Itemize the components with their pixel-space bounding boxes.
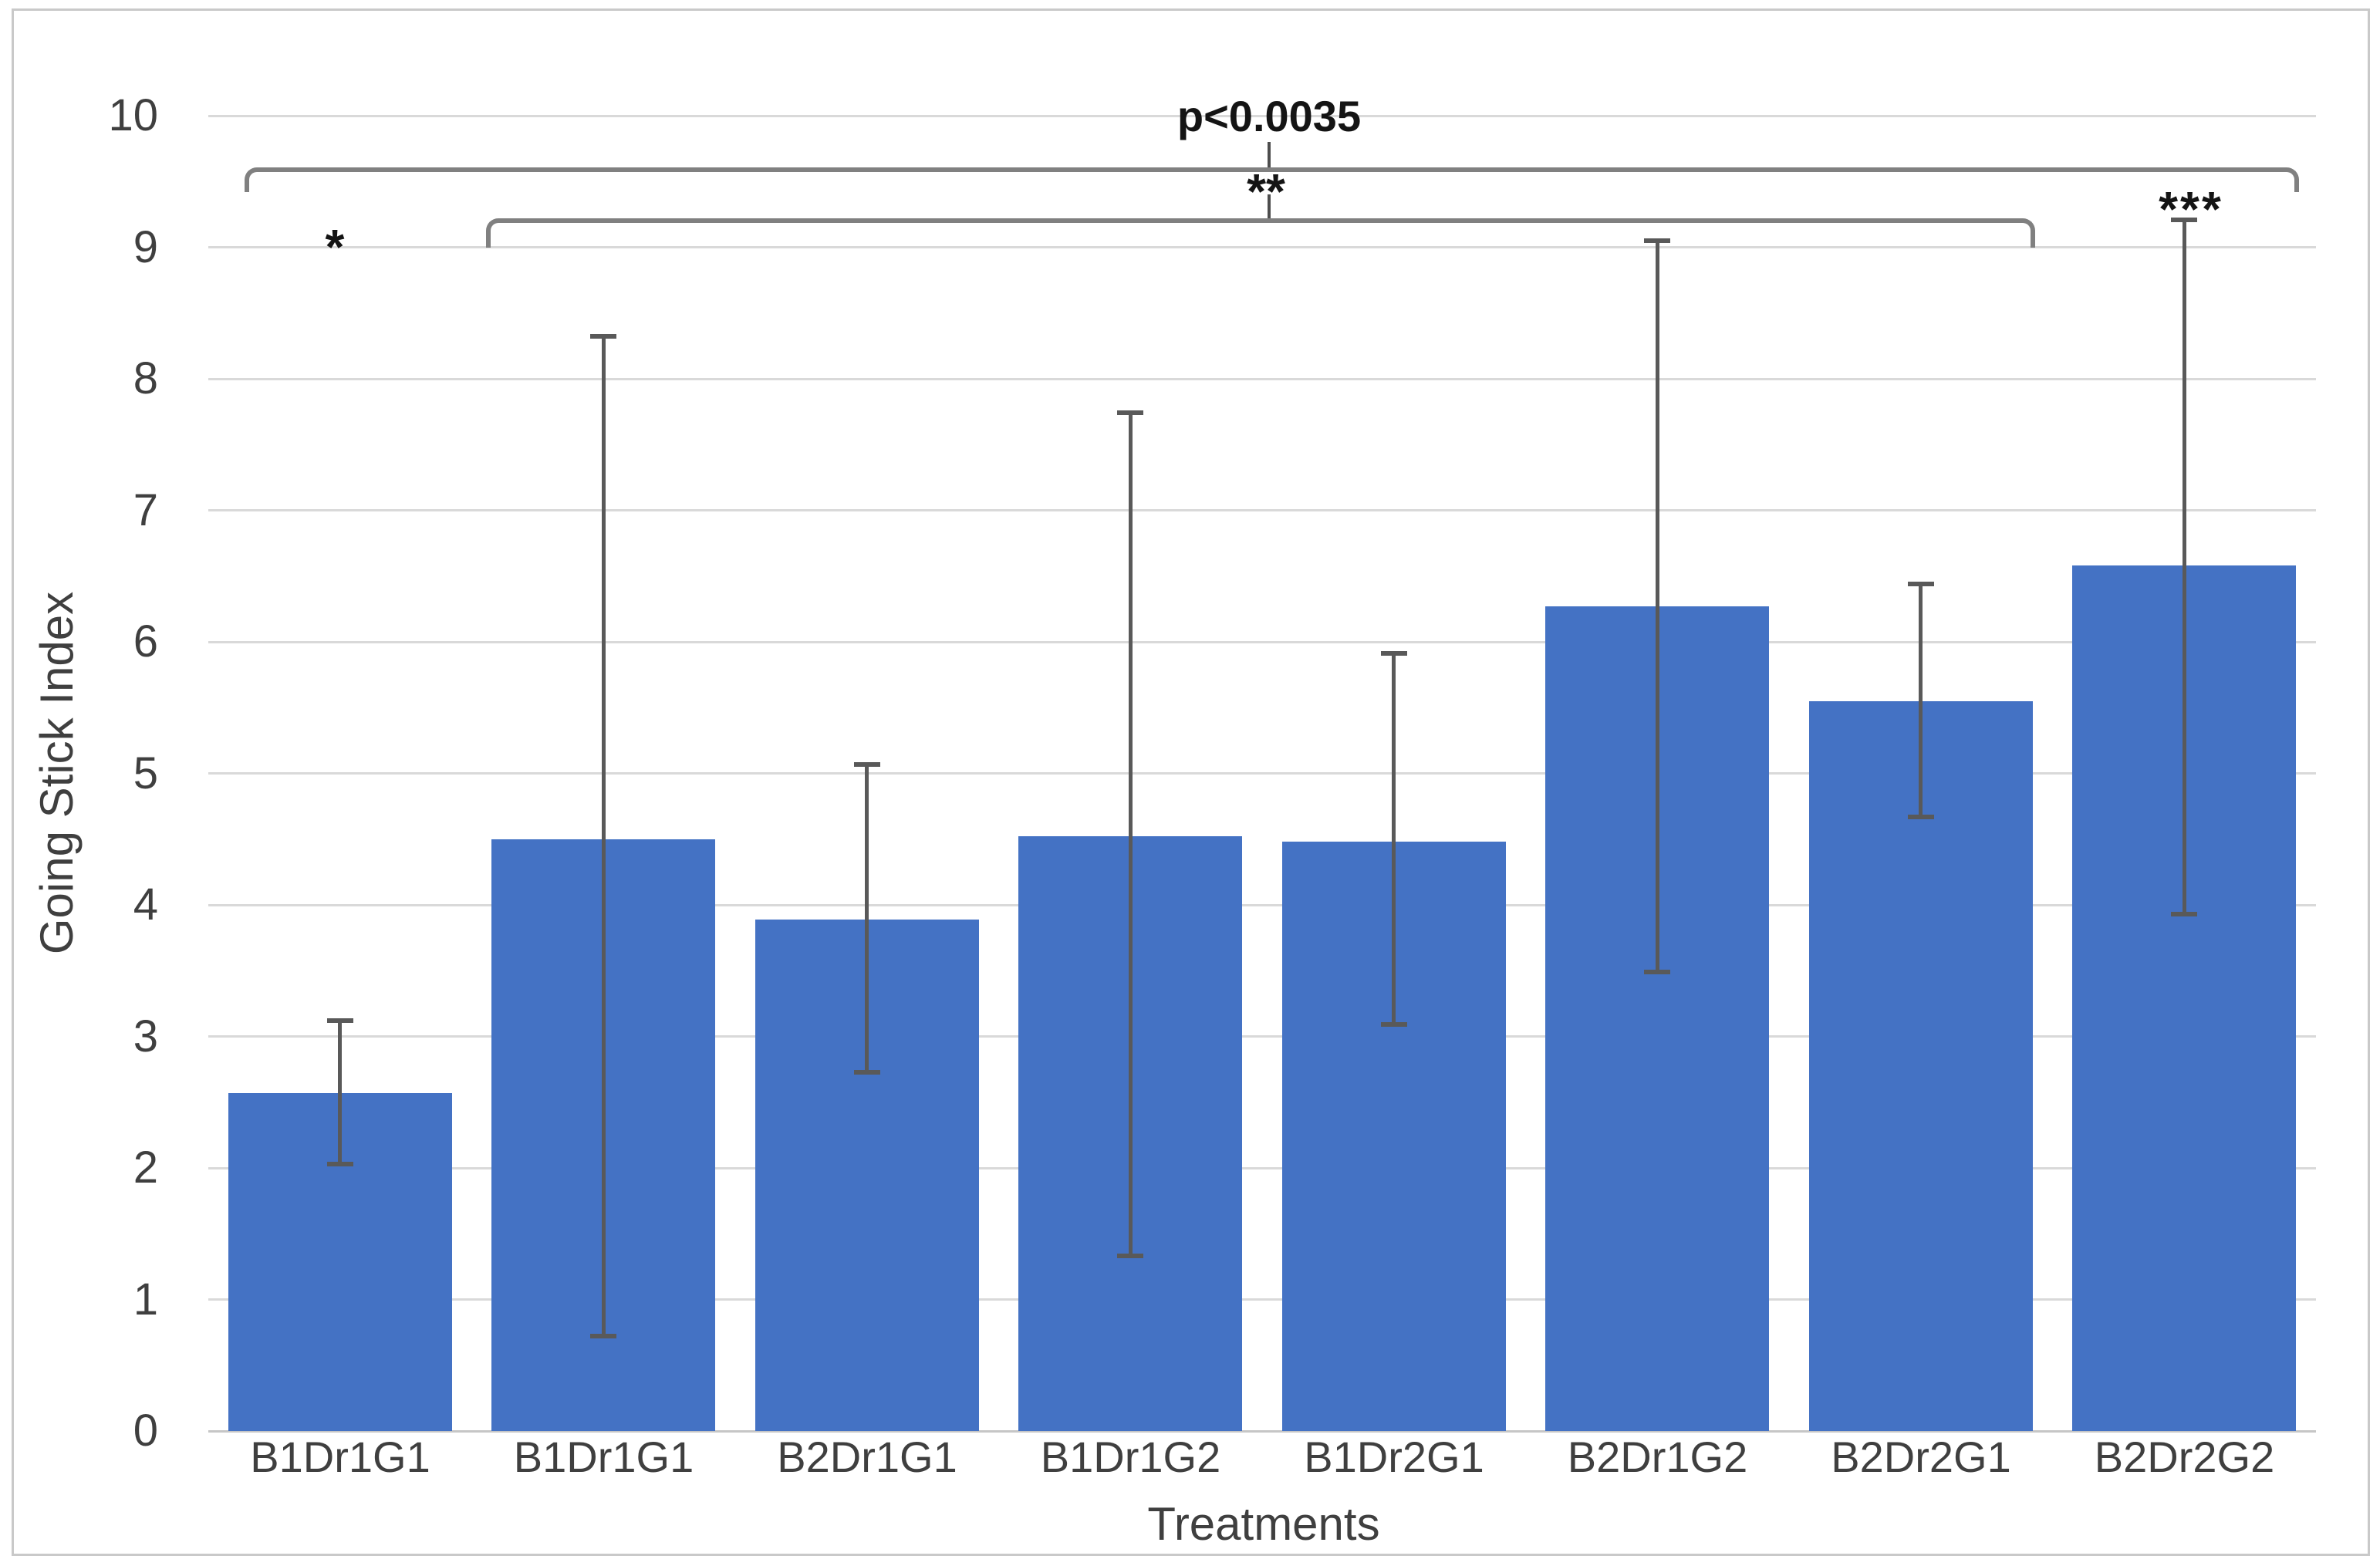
gridline <box>208 1035 2316 1038</box>
error-bar-cap-bottom <box>853 1069 880 1075</box>
x-category-label: B2Dr2G2 <box>2094 1433 2275 1481</box>
y-tick-label: 2 <box>133 1142 158 1193</box>
significance-bracket-outer <box>245 167 2299 192</box>
significance-star-bar1: * <box>325 219 345 275</box>
gridline <box>208 1166 2316 1169</box>
gridline <box>208 377 2316 380</box>
y-tick-label: 3 <box>133 1011 158 1061</box>
p-value-connector-line <box>1268 142 1271 167</box>
x-category-label: B1Dr1G1 <box>513 1433 694 1481</box>
error-bar <box>1128 413 1133 1257</box>
error-bar-cap-top <box>2171 217 2198 222</box>
significance-stars-bar8: *** <box>2159 181 2223 237</box>
y-tick-label: 1 <box>133 1274 158 1325</box>
y-tick-label: 6 <box>133 616 158 667</box>
y-tick-label: 9 <box>133 221 158 272</box>
significance-bracket-inner <box>486 218 2035 248</box>
chart-border-frame <box>12 8 2370 1556</box>
x-axis-title: Treatments <box>1147 1498 1380 1550</box>
error-bar-cap-top <box>853 761 880 767</box>
error-bar <box>2182 219 2186 914</box>
gridline <box>208 114 2316 117</box>
x-category-label: B2Dr1G2 <box>1567 1433 1748 1481</box>
error-bar-cap-top <box>1117 410 1144 416</box>
error-bar-cap-top <box>590 334 617 339</box>
bar <box>1808 700 2033 1431</box>
error-bar-cap-top <box>326 1018 353 1024</box>
error-bar <box>865 764 869 1072</box>
y-tick-label: 7 <box>133 484 158 535</box>
error-bar-cap-bottom <box>326 1161 353 1166</box>
x-category-label: B1Dr1G2 <box>1040 1433 1221 1481</box>
x-category-label: B1Dr2G1 <box>1304 1433 1484 1481</box>
p-value-annotation: p<0.0035 <box>1176 92 1362 140</box>
error-bar-cap-bottom <box>1117 1254 1144 1259</box>
y-tick-label: 5 <box>133 748 158 798</box>
error-bar <box>1655 240 1659 972</box>
gridline <box>208 246 2316 248</box>
error-bar-cap-bottom <box>2171 911 2198 916</box>
error-bar-cap-bottom <box>1907 814 1934 819</box>
x-category-label: B1Dr1G1 <box>250 1433 430 1481</box>
error-bar <box>338 1021 343 1164</box>
gridline <box>208 772 2316 775</box>
gridline <box>208 640 2316 643</box>
gridline <box>208 903 2316 906</box>
significance-stars-inner-bracket: ** <box>1247 164 1285 219</box>
error-bar-cap-bottom <box>1380 1022 1407 1028</box>
axis-baseline <box>208 1429 2316 1433</box>
error-bar-cap-top <box>1907 581 1934 586</box>
error-bar-cap-bottom <box>1644 969 1671 974</box>
y-tick-label: 10 <box>108 90 158 140</box>
error-bar-cap-bottom <box>590 1334 617 1339</box>
y-tick-label: 4 <box>133 879 158 930</box>
y-axis-title: Going Stick Index <box>31 591 83 955</box>
gridline <box>208 1298 2316 1301</box>
gridline <box>208 509 2316 511</box>
error-bar-cap-top <box>1380 651 1407 656</box>
y-tick-label: 0 <box>133 1406 158 1456</box>
error-bar <box>1919 583 1923 817</box>
error-bar <box>1392 653 1396 1025</box>
x-category-label: B2Dr1G1 <box>777 1433 957 1481</box>
inner-bracket-connector-line <box>1268 194 1271 218</box>
x-category-label: B2Dr2G1 <box>1831 1433 2011 1481</box>
error-bar-cap-top <box>1644 238 1671 243</box>
y-tick-label: 8 <box>133 353 158 403</box>
error-bar <box>601 336 606 1337</box>
